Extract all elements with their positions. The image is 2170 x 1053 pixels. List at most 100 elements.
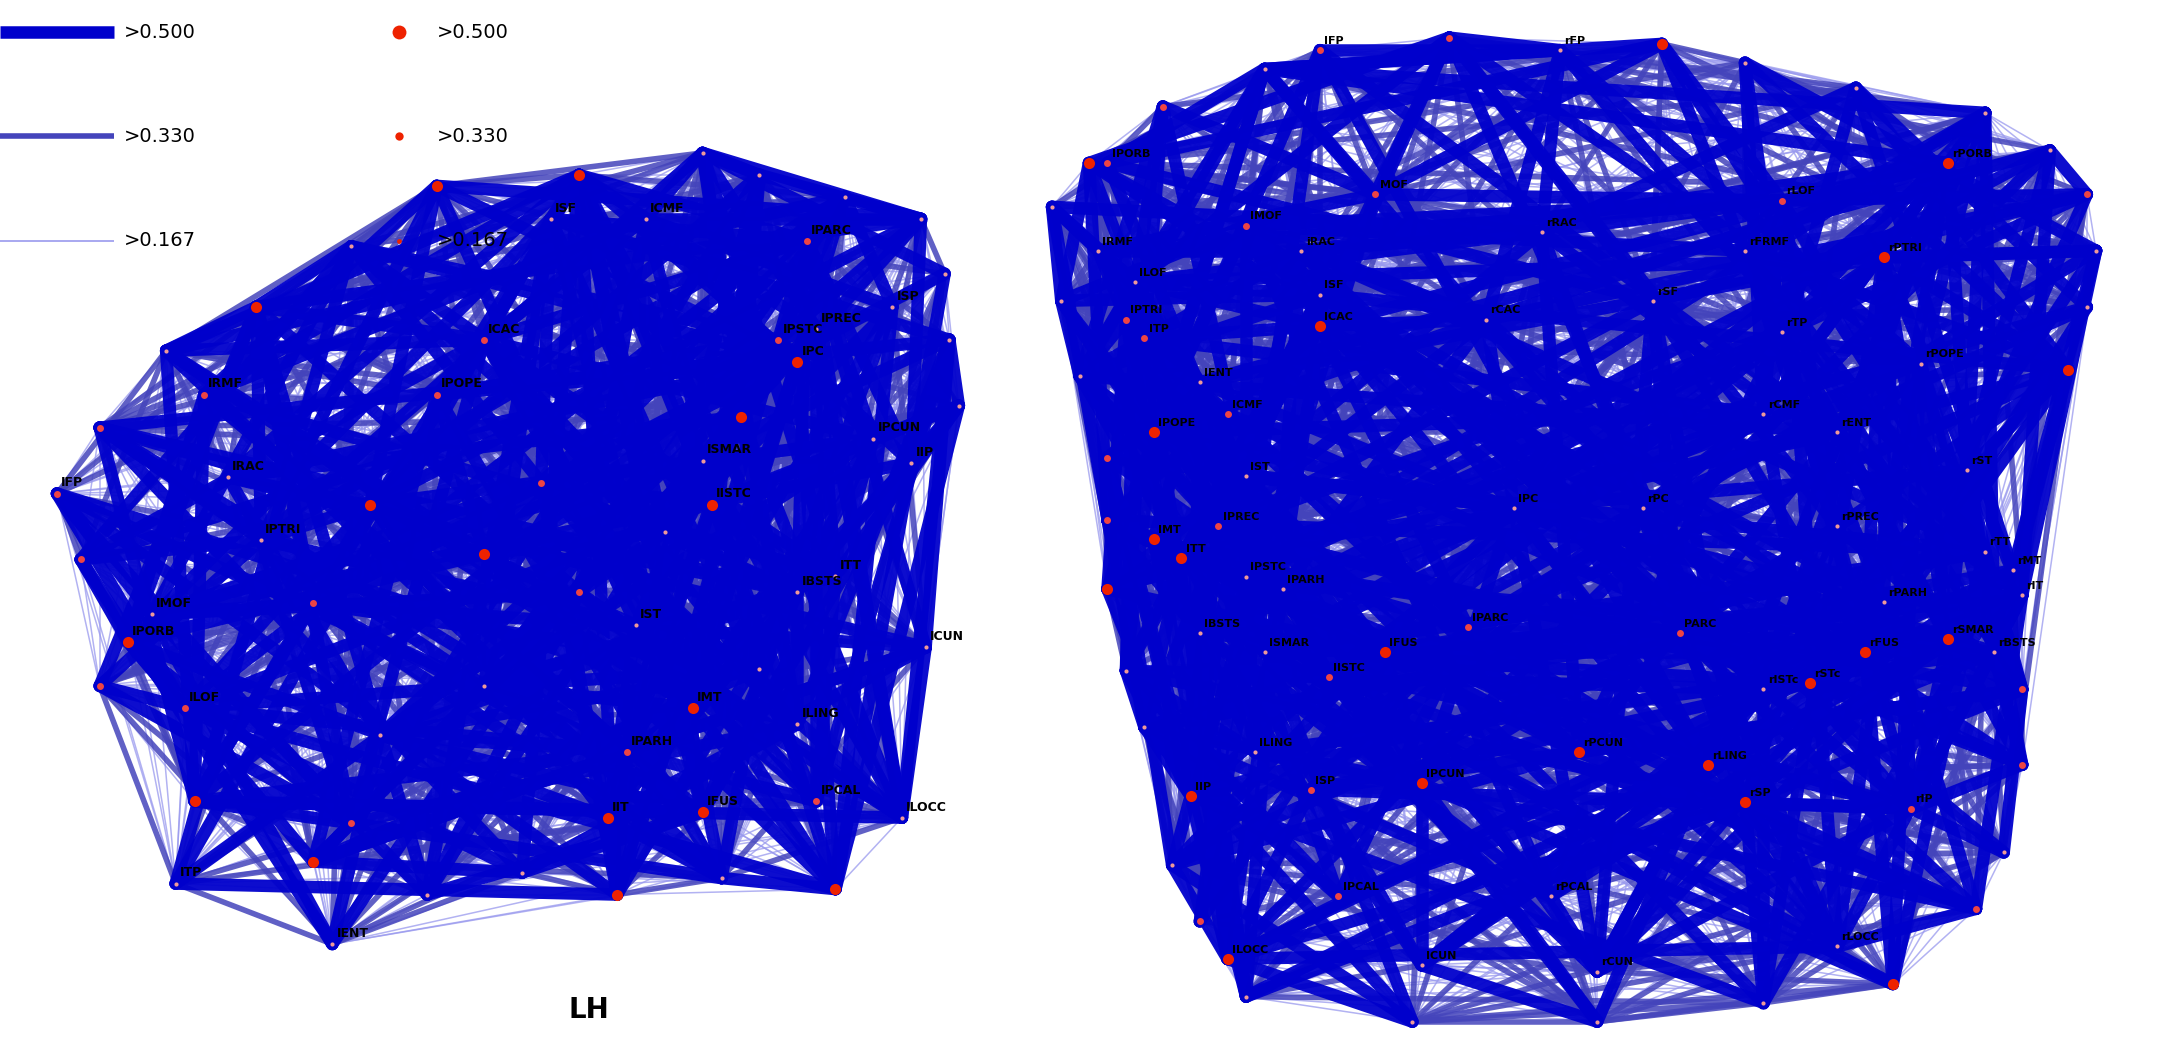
Text: rPORB: rPORB [1953, 148, 1992, 159]
Text: ILING: ILING [801, 708, 840, 720]
Text: IPSTC: IPSTC [1250, 562, 1287, 573]
Text: IIP: IIP [916, 445, 933, 459]
Text: rMT: rMT [2018, 556, 2042, 567]
Text: iRAC: iRAC [1306, 237, 1335, 246]
Text: ISMAR: ISMAR [707, 443, 751, 456]
Text: rPCAL: rPCAL [1556, 882, 1593, 892]
Text: rTP: rTP [1786, 318, 1808, 329]
Text: IPOPE: IPOPE [1159, 418, 1196, 429]
Text: IMOF: IMOF [1250, 212, 1282, 221]
Text: IPARC: IPARC [1471, 613, 1508, 622]
Text: ITT: ITT [840, 559, 861, 572]
Text: IPORB: IPORB [132, 624, 176, 638]
Text: IPTRI: IPTRI [265, 522, 302, 536]
Text: rCAC: rCAC [1491, 305, 1521, 316]
Text: IRMF: IRMF [208, 377, 243, 391]
Text: >0.330: >0.330 [124, 127, 195, 146]
Text: ICMF: ICMF [649, 202, 684, 215]
Text: IST: IST [1250, 462, 1269, 472]
Text: IISTC: IISTC [716, 488, 753, 500]
Text: IRAC: IRAC [232, 460, 265, 473]
Text: rLING: rLING [1712, 751, 1747, 760]
Text: ICAC: ICAC [488, 322, 521, 336]
Text: rRAC: rRAC [1545, 218, 1578, 227]
Text: rSP: rSP [1749, 788, 1771, 798]
Text: ILOF: ILOF [1139, 267, 1167, 278]
Text: ISP: ISP [896, 290, 920, 302]
Text: ICUN: ICUN [929, 630, 963, 643]
Text: IENT: IENT [1204, 369, 1233, 378]
Text: IPARC: IPARC [812, 223, 853, 237]
Text: rCMF: rCMF [1769, 399, 1799, 410]
Text: IISTC: IISTC [1332, 662, 1365, 673]
Text: IBSTS: IBSTS [1204, 619, 1239, 629]
Text: IST: IST [640, 609, 662, 621]
Text: ILING: ILING [1259, 738, 1293, 748]
Text: IPCUN: IPCUN [877, 421, 920, 435]
Text: IPORB: IPORB [1111, 148, 1150, 159]
Text: ISF: ISF [1324, 280, 1343, 291]
Text: IPCUN: IPCUN [1426, 770, 1465, 779]
Text: PARC: PARC [1684, 619, 1716, 629]
Text: IPTRI: IPTRI [1131, 305, 1163, 316]
Text: ILOF: ILOF [189, 691, 221, 703]
Text: ITP: ITP [180, 867, 202, 879]
Text: rENT: rENT [1842, 418, 1873, 429]
Text: >0.500: >0.500 [124, 22, 195, 41]
Text: rFP: rFP [1565, 36, 1586, 46]
Text: rIT: rIT [2027, 581, 2044, 592]
Text: IPARH: IPARH [631, 735, 673, 748]
Text: IBSTS: IBSTS [801, 575, 842, 589]
Text: rPARH: rPARH [1888, 588, 1927, 597]
Text: MOF: MOF [1380, 180, 1408, 191]
Text: rPC: rPC [1647, 494, 1669, 503]
Text: IPC: IPC [1519, 494, 1539, 503]
Text: rPOPE: rPOPE [1925, 350, 1964, 359]
Text: rSF: rSF [1656, 286, 1677, 297]
Text: >0.330: >0.330 [436, 127, 508, 146]
Text: ISMAR: ISMAR [1269, 638, 1309, 648]
Text: IRMF: IRMF [1102, 237, 1133, 246]
Text: IPSTC: IPSTC [783, 322, 822, 336]
Text: IPREC: IPREC [820, 312, 861, 324]
Text: rSTc: rSTc [1814, 669, 1840, 679]
Text: IFUS: IFUS [707, 795, 738, 808]
Text: >0.167: >0.167 [124, 232, 195, 251]
Text: LH: LH [569, 996, 610, 1024]
Text: ILOCC: ILOCC [907, 800, 946, 814]
Text: IIT: IIT [612, 800, 629, 814]
Text: IMT: IMT [1159, 524, 1180, 535]
Text: rBSTS: rBSTS [1999, 638, 2035, 648]
Text: rTT: rTT [1990, 537, 2012, 548]
Text: rPREC: rPREC [1842, 513, 1879, 522]
Text: IIP: IIP [1196, 781, 1211, 792]
Text: rFRMF: rFRMF [1749, 237, 1788, 246]
Text: rLOCC: rLOCC [1842, 932, 1879, 942]
Text: >0.500: >0.500 [436, 22, 508, 41]
Text: rFUS: rFUS [1868, 638, 1899, 648]
Text: rST: rST [1970, 456, 1992, 465]
Text: IMOF: IMOF [156, 597, 193, 611]
Text: IPC: IPC [801, 344, 825, 358]
Text: IFP: IFP [1324, 36, 1343, 46]
Text: rLOF: rLOF [1786, 186, 1814, 197]
Text: rIP: rIP [1916, 794, 1933, 804]
Text: IPOPE: IPOPE [441, 377, 482, 391]
Text: >0.167: >0.167 [436, 232, 508, 251]
Text: IFP: IFP [61, 476, 82, 490]
Text: ICMF: ICMF [1233, 399, 1263, 410]
Text: ITP: ITP [1148, 324, 1167, 334]
Text: ICUN: ICUN [1426, 951, 1456, 961]
Text: ISP: ISP [1315, 776, 1335, 786]
Text: rPTRI: rPTRI [1888, 243, 1923, 253]
Text: IMT: IMT [697, 691, 723, 703]
Text: rSMAR: rSMAR [1953, 625, 1994, 635]
Text: IPCAL: IPCAL [820, 784, 861, 797]
Text: ICAC: ICAC [1324, 312, 1354, 322]
Text: IPREC: IPREC [1222, 513, 1259, 522]
Text: ILOCC: ILOCC [1233, 945, 1267, 955]
Text: rPCUN: rPCUN [1582, 738, 1623, 748]
Text: ITT: ITT [1185, 543, 1204, 554]
Text: IPCAL: IPCAL [1343, 882, 1378, 892]
Text: IPARH: IPARH [1287, 575, 1324, 585]
